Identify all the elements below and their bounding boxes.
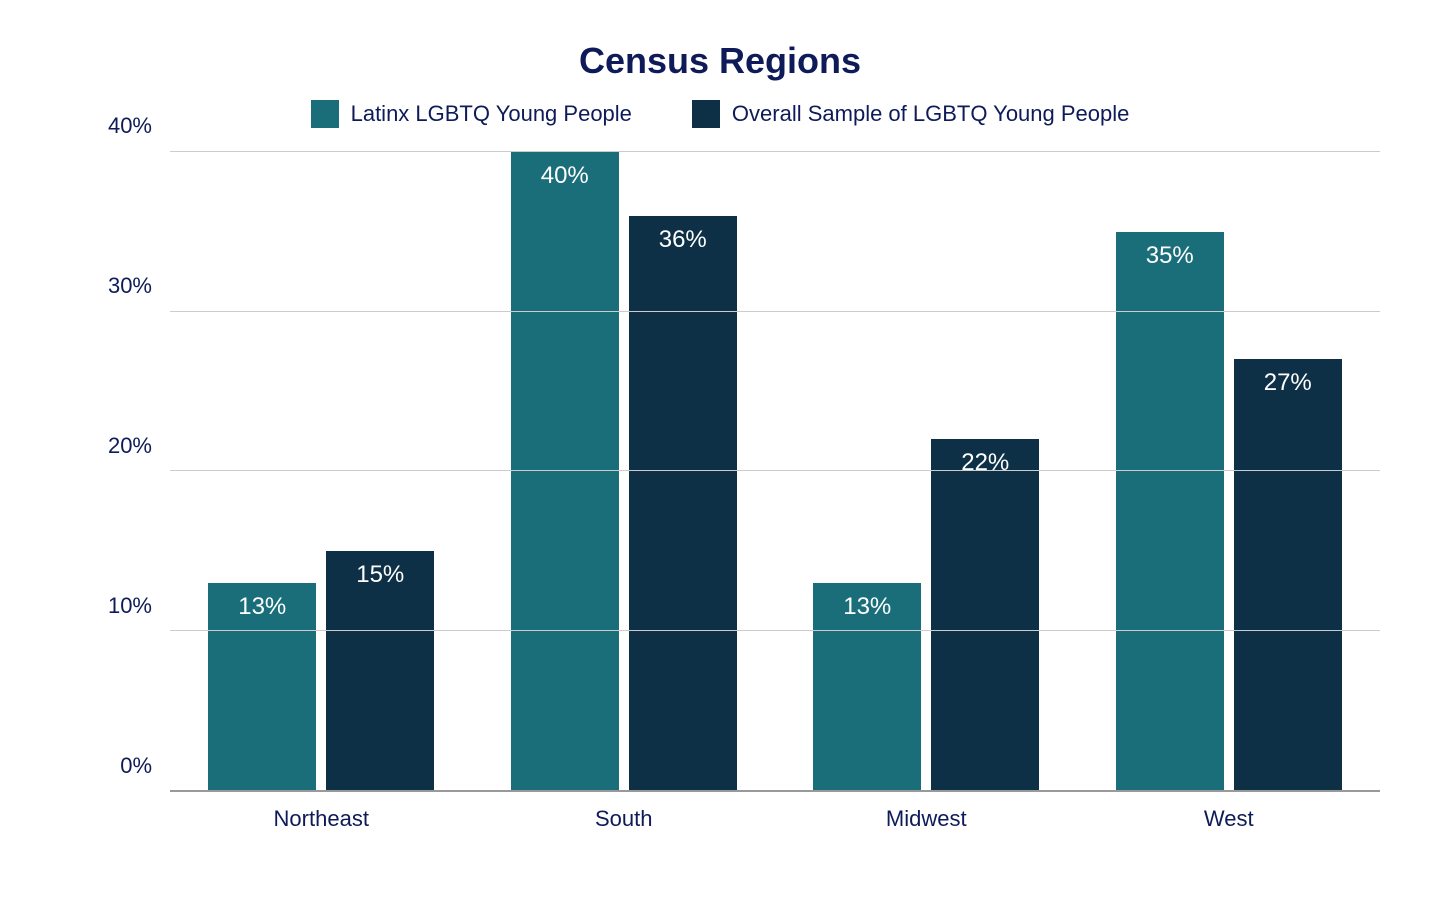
- bar-group: 13% 15%: [170, 152, 473, 790]
- census-regions-chart: Census Regions Latinx LGBTQ Young People…: [0, 0, 1440, 900]
- bar: 40%: [511, 152, 619, 790]
- bar-value-label: 27%: [1264, 369, 1312, 397]
- y-tick-label: 0%: [120, 753, 152, 779]
- bar-value-label: 22%: [961, 449, 1009, 477]
- bar: 35%: [1116, 232, 1224, 790]
- x-category-label: Midwest: [775, 792, 1078, 832]
- bar: 13%: [208, 583, 316, 790]
- chart-title: Census Regions: [60, 40, 1380, 82]
- legend-label-1: Overall Sample of LGBTQ Young People: [732, 101, 1129, 127]
- bar-value-label: 13%: [238, 593, 286, 621]
- x-category-label: South: [473, 792, 776, 832]
- gridline: [170, 630, 1380, 631]
- x-category-label: West: [1078, 792, 1381, 832]
- gridline: [170, 151, 1380, 152]
- bar-value-label: 13%: [843, 593, 891, 621]
- y-axis: 0%10%20%30%40%: [60, 152, 170, 792]
- y-tick-label: 20%: [108, 433, 152, 459]
- bar-group: 13% 22%: [775, 152, 1078, 790]
- gridline: [170, 470, 1380, 471]
- plot-wrap: 0% 10% 20% 30% 40% 13% 15% 40% 36% 13% 22% 35% 27%: [60, 152, 1380, 792]
- legend-label-0: Latinx LGBTQ Young People: [351, 101, 632, 127]
- legend: Latinx LGBTQ Young People Overall Sample…: [60, 100, 1380, 128]
- bar-value-label: 36%: [659, 226, 707, 254]
- bar: 27%: [1234, 359, 1342, 790]
- legend-item-1: Overall Sample of LGBTQ Young People: [692, 100, 1129, 128]
- y-tick-label: 30%: [108, 273, 152, 299]
- bar: 15%: [326, 551, 434, 790]
- bar-group: 35% 27%: [1078, 152, 1381, 790]
- bar-value-label: 40%: [541, 162, 589, 190]
- bar-value-label: 15%: [356, 561, 404, 589]
- y-tick-label: 40%: [108, 113, 152, 139]
- legend-swatch-1: [692, 100, 720, 128]
- bar-value-label: 35%: [1146, 242, 1194, 270]
- bar: 22%: [931, 439, 1039, 790]
- gridline: [170, 311, 1380, 312]
- bar: 36%: [629, 216, 737, 790]
- bar-groups: 13% 15% 40% 36% 13% 22% 35% 27%: [170, 152, 1380, 790]
- bar-group: 40% 36%: [473, 152, 776, 790]
- y-tick-label: 10%: [108, 593, 152, 619]
- x-category-label: Northeast: [170, 792, 473, 832]
- plot-area: 13% 15% 40% 36% 13% 22% 35% 27%: [170, 152, 1380, 792]
- legend-swatch-0: [311, 100, 339, 128]
- legend-item-0: Latinx LGBTQ Young People: [311, 100, 632, 128]
- bar: 13%: [813, 583, 921, 790]
- x-axis: NortheastSouthMidwestWest: [170, 792, 1380, 832]
